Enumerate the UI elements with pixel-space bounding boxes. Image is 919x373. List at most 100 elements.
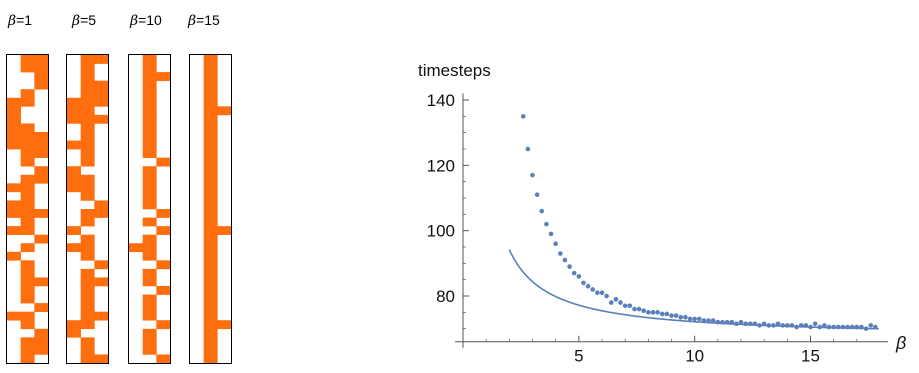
data-point [520, 114, 526, 119]
grid-cell [80, 106, 95, 116]
grid-cell [20, 268, 35, 278]
data-point [590, 287, 596, 292]
grid-cell [34, 234, 49, 244]
grid-cell [20, 174, 35, 184]
grid-cell [94, 200, 109, 210]
grid-cell [217, 106, 232, 116]
data-point [812, 321, 818, 327]
grid-cell [80, 303, 95, 312]
data-point [576, 274, 582, 279]
grid-cell [80, 217, 95, 227]
grid-cell [20, 320, 35, 330]
data-point [618, 300, 623, 305]
data-point [715, 319, 721, 325]
data-point [789, 323, 795, 328]
grid-cell [142, 243, 157, 253]
grid-cell [203, 166, 218, 176]
grid-cell [7, 311, 21, 321]
grid-panels: β=1 β=5 β=10 β=15 [0, 0, 260, 368]
x-axis-label: β [895, 333, 906, 353]
grid-cell [203, 157, 218, 167]
grid-cell [142, 123, 157, 133]
data-point [859, 324, 864, 330]
grid-cell [156, 226, 171, 235]
grid-cell [80, 277, 95, 287]
grid-cell [80, 243, 95, 253]
data-point [873, 324, 878, 330]
grid-cell [34, 174, 49, 184]
data-point [785, 323, 790, 328]
grid-cell [203, 106, 218, 116]
grid-cell [142, 97, 157, 107]
data-point [534, 192, 540, 198]
data-point [840, 324, 846, 330]
grid-cell [7, 251, 21, 261]
grid-cell [80, 337, 95, 347]
grid-cell [142, 166, 157, 176]
data-point [724, 319, 730, 325]
timesteps-plot: 5 10 15 80 100 120 140 timesteps β [400, 40, 919, 368]
panel-border [6, 54, 49, 364]
grid-cell [142, 149, 157, 158]
grid-cell [203, 89, 218, 99]
grid-cell [203, 72, 218, 81]
grid-cell [20, 294, 35, 304]
grid-cell [34, 209, 49, 218]
grid-cell [34, 149, 49, 158]
grid-cell [20, 217, 35, 227]
grid-panel [189, 54, 232, 364]
grid-cell [20, 260, 35, 270]
grid-cell [203, 209, 218, 218]
panel-border [66, 54, 109, 364]
grid-cell [142, 294, 157, 304]
panel-label: β=5 [72, 12, 96, 29]
grid-cell [203, 251, 218, 261]
grid-cell [203, 234, 218, 244]
grid-cell [34, 337, 49, 347]
data-point [608, 300, 614, 305]
beta-value: =5 [80, 12, 97, 28]
grid-cell [67, 114, 81, 124]
data-point [604, 293, 609, 299]
grid-cell [20, 337, 35, 347]
grid-cell [203, 217, 218, 227]
beta-value: =15 [196, 12, 220, 28]
grid-cell [7, 140, 21, 150]
grid-cell [94, 277, 109, 287]
grid-cell [20, 89, 35, 99]
data-point [826, 324, 832, 330]
grid-cell [20, 277, 35, 287]
grid-cell [142, 89, 157, 99]
y-axis-label: timesteps [418, 61, 491, 80]
x-tick-label: 15 [801, 347, 820, 366]
data-point [558, 251, 563, 256]
grid-cell [203, 286, 218, 295]
grid-cell [142, 328, 157, 338]
grid-cell [142, 72, 157, 81]
grid-cell [203, 268, 218, 278]
grid-cell [80, 191, 95, 201]
grid-cell [156, 209, 171, 218]
data-point [803, 323, 809, 328]
grid-cell [7, 226, 21, 235]
grid-cell [203, 140, 218, 150]
grid-cell [80, 55, 95, 64]
grid-cell [20, 55, 35, 64]
grid-cell [7, 114, 21, 124]
data-point [780, 323, 785, 328]
data-point [747, 321, 753, 327]
grid-cell [142, 251, 157, 261]
grid-panel [66, 54, 109, 364]
data-point [673, 313, 679, 318]
grid-cell [80, 157, 95, 167]
grid-cell [34, 72, 49, 81]
grid-cell [20, 149, 35, 158]
grid-cell [142, 106, 157, 116]
grid-cell [94, 354, 109, 364]
grid-cell [80, 174, 95, 184]
grid-cell [80, 80, 95, 90]
grid-panel [6, 54, 49, 364]
grid-cell [34, 303, 49, 312]
grid-cell [94, 260, 109, 270]
grid-cell [80, 72, 95, 81]
